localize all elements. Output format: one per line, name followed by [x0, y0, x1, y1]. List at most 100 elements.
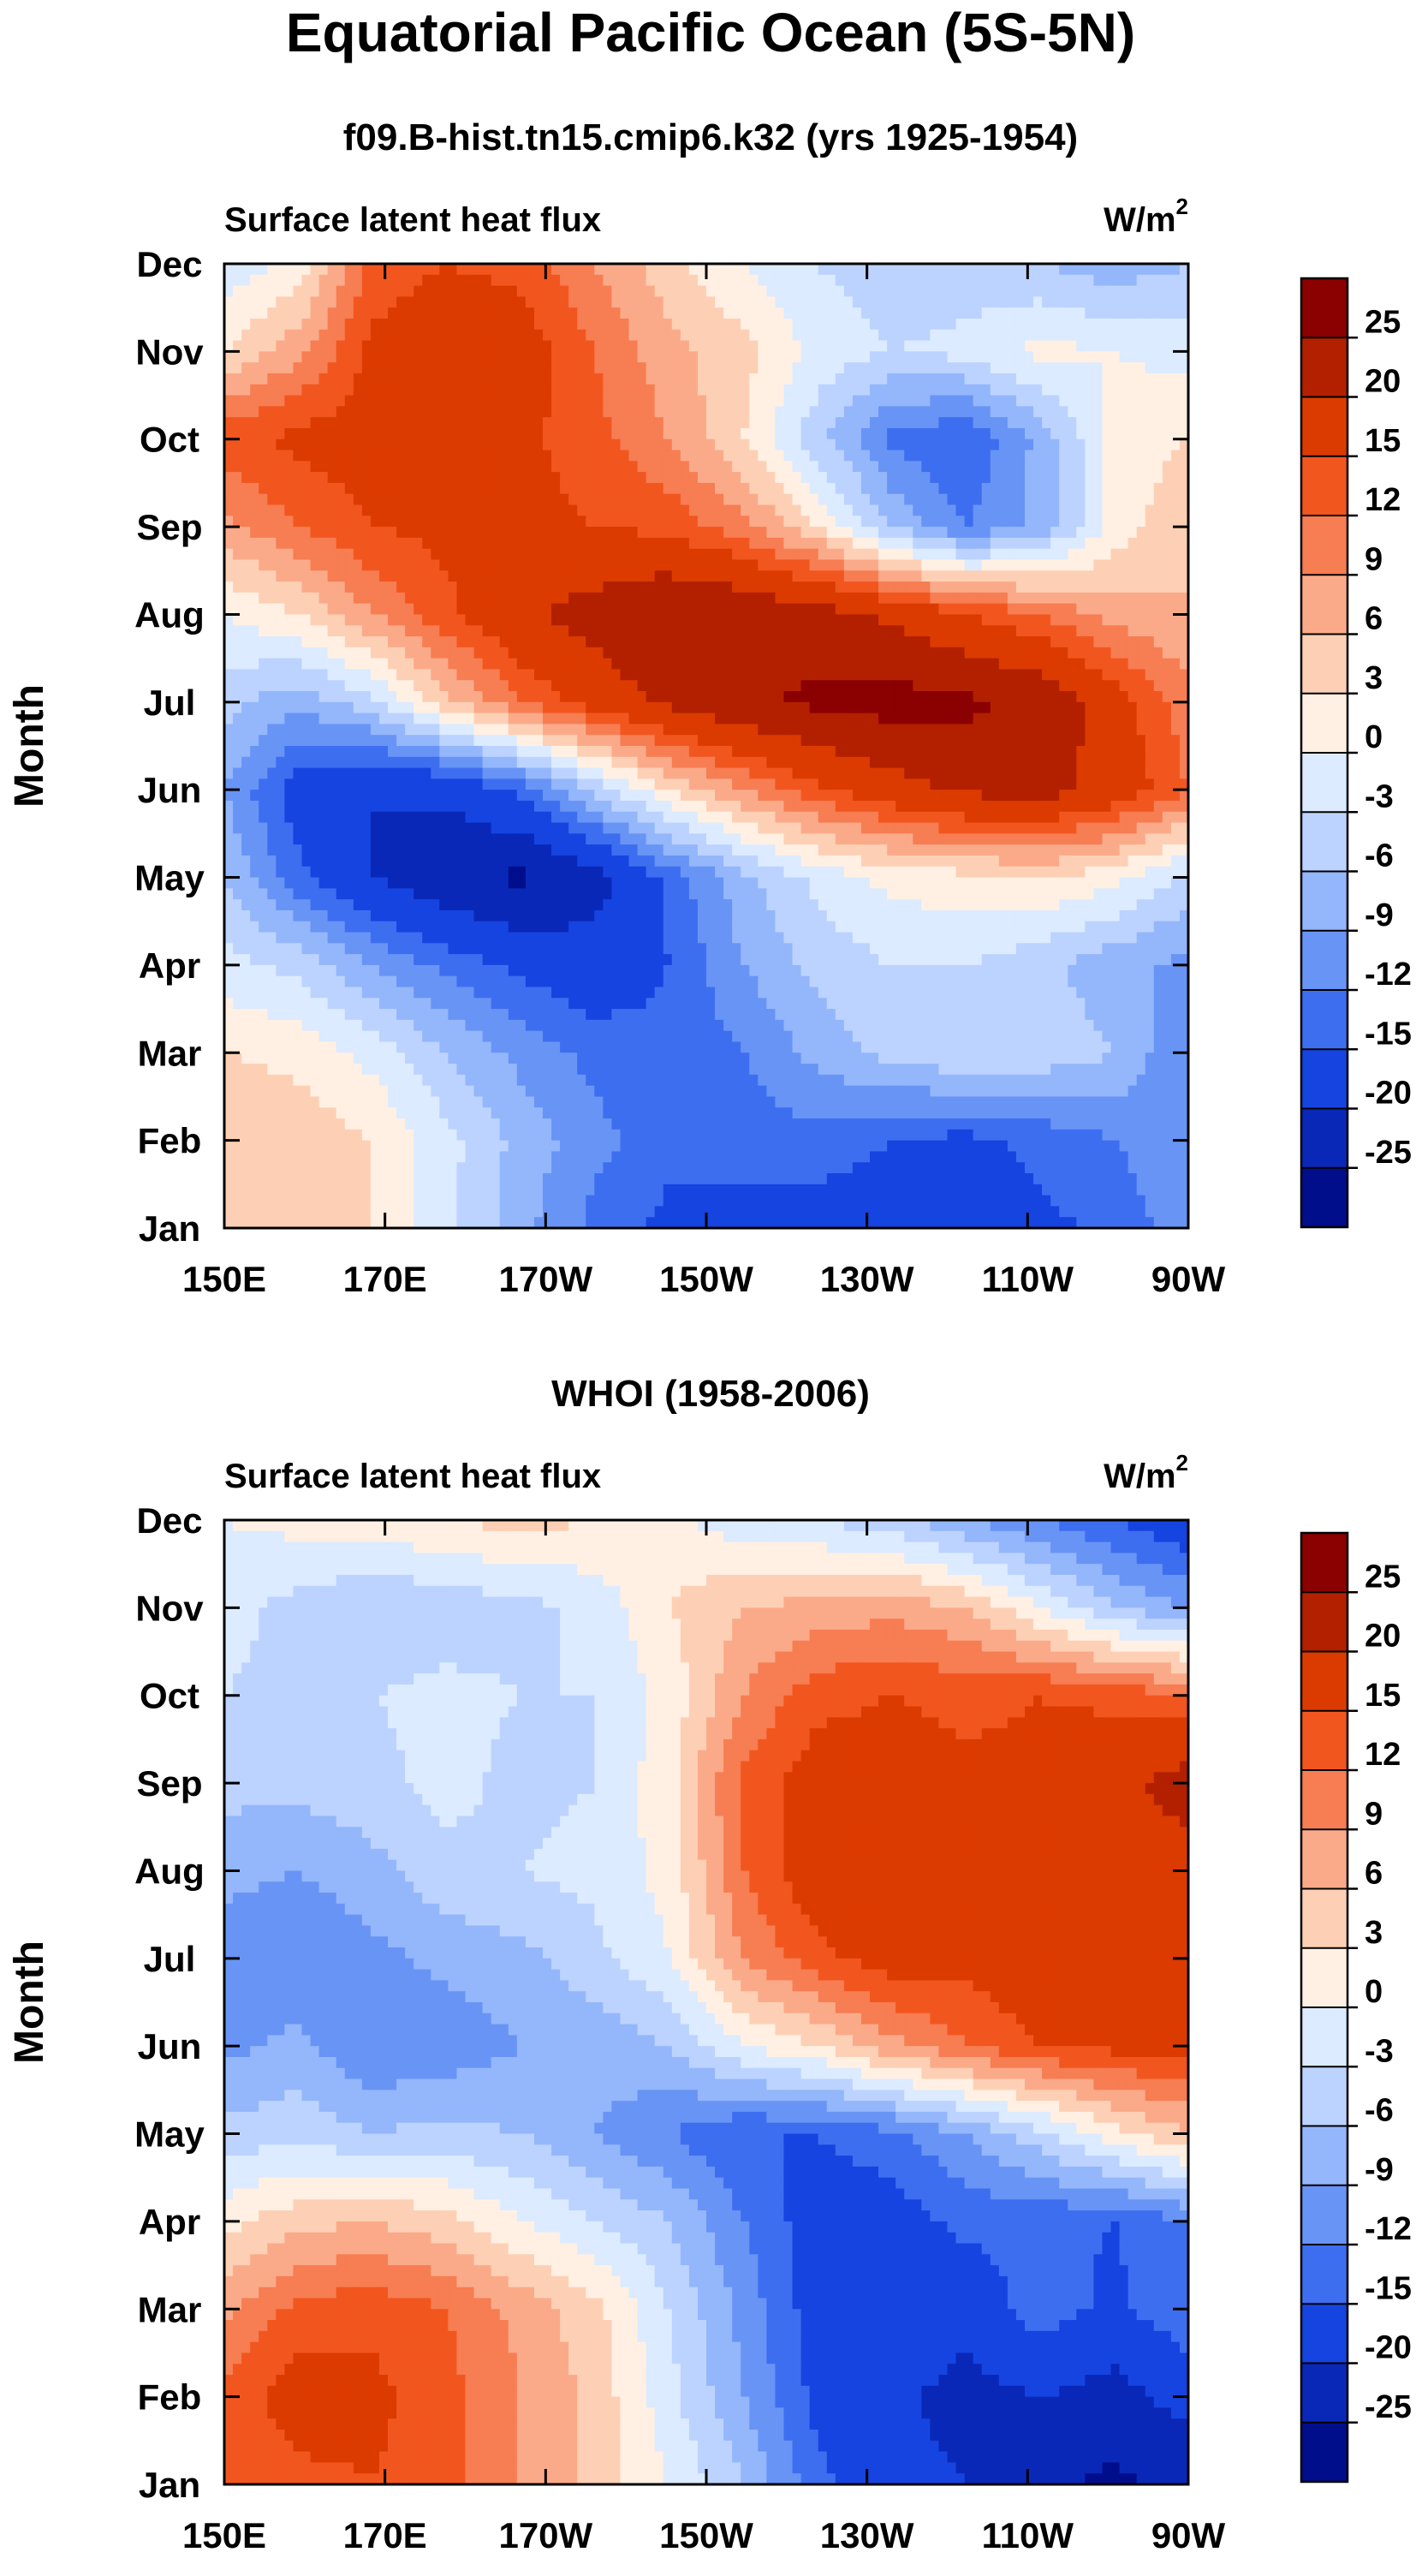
heatmap-cell: [1042, 461, 1051, 473]
heatmap-cell: [1136, 680, 1146, 692]
heatmap-cell: [370, 691, 380, 703]
heatmap-cell: [491, 329, 501, 342]
heatmap-cell: [990, 417, 1000, 429]
heatmap-cell: [732, 450, 742, 462]
heatmap-cell: [1068, 581, 1078, 593]
heatmap-cell: [1059, 395, 1069, 408]
heatmap-cell: [697, 438, 707, 451]
heatmap-cell: [431, 658, 441, 671]
heatmap-cell: [241, 395, 251, 408]
heatmap-cell: [715, 527, 724, 539]
heatmap-cell: [259, 658, 269, 671]
heatmap-cell: [688, 438, 699, 451]
heatmap-cell: [938, 570, 949, 582]
heatmap-cell: [663, 318, 673, 331]
heatmap-cell: [551, 296, 561, 308]
heatmap-cell: [276, 713, 286, 725]
heatmap-cell: [344, 504, 354, 517]
heatmap-cell: [800, 537, 811, 550]
heatmap-cell: [860, 691, 871, 703]
heatmap-cell: [396, 625, 406, 637]
heatmap-cell: [551, 592, 561, 605]
heatmap-cell: [637, 735, 647, 747]
heatmap-cell: [233, 427, 242, 440]
heatmap-cell: [250, 384, 260, 397]
heatmap-cell: [1179, 658, 1188, 671]
heatmap-cell: [224, 724, 234, 736]
heatmap-cell: [560, 570, 569, 582]
heatmap-cell: [654, 658, 664, 671]
heatmap-cell: [344, 680, 354, 692]
heatmap-cell: [723, 472, 733, 484]
heatmap-cell: [870, 559, 879, 572]
heatmap-cell: [800, 548, 811, 561]
heatmap-cell: [250, 669, 260, 682]
heatmap-cell: [1153, 417, 1163, 429]
heatmap-cell: [551, 516, 561, 528]
heatmap-cell: [775, 614, 785, 627]
heatmap-cell: [887, 592, 896, 605]
heatmap-cell: [697, 427, 707, 440]
heatmap-cell: [318, 406, 329, 418]
heatmap-cell: [259, 406, 269, 418]
heatmap-cell: [370, 482, 380, 495]
heatmap-cell: [250, 647, 260, 659]
heatmap-cell: [516, 482, 527, 495]
heatmap-cell: [1059, 362, 1069, 374]
heatmap-cell: [654, 296, 664, 308]
heatmap-cell: [1015, 625, 1026, 637]
heatmap-cell: [870, 472, 879, 484]
heatmap-cell: [344, 735, 354, 747]
heatmap-cell: [1093, 427, 1104, 440]
heatmap-cell: [1110, 438, 1121, 451]
heatmap-cell: [1085, 614, 1095, 627]
heatmap-cell: [439, 307, 449, 319]
heatmap-cell: [327, 373, 337, 385]
heatmap-cell: [783, 482, 794, 495]
heatmap-cell: [456, 296, 467, 308]
heatmap-cell: [706, 351, 716, 363]
heatmap-cell: [697, 701, 707, 714]
heatmap-cell: [706, 427, 716, 440]
heatmap-cell: [233, 680, 242, 692]
heatmap-cell: [671, 351, 681, 363]
heatmap-cell: [533, 274, 544, 287]
heatmap-cell: [361, 669, 372, 682]
heatmap-cell: [344, 636, 354, 648]
heatmap-cell: [1093, 548, 1104, 561]
heatmap-cell: [224, 417, 234, 429]
heatmap-cell: [594, 406, 604, 418]
heatmap-cell: [732, 516, 742, 528]
heatmap-cell: [835, 570, 845, 582]
heatmap-cell: [1136, 450, 1146, 462]
heatmap-cell: [396, 570, 406, 582]
heatmap-cell: [1085, 504, 1095, 517]
heatmap-cell: [344, 285, 354, 298]
heatmap-cell: [301, 658, 312, 671]
heatmap-cell: [860, 417, 871, 429]
heatmap-cell: [895, 384, 906, 397]
heatmap-cell: [491, 581, 501, 593]
heatmap-cell: [336, 537, 346, 550]
heatmap-cell: [637, 384, 647, 397]
heatmap-cell: [577, 559, 587, 572]
heatmap-cell: [1179, 592, 1188, 605]
heatmap-cell: [568, 504, 578, 517]
heatmap-cell: [938, 472, 949, 484]
heatmap-cell: [405, 669, 414, 682]
heatmap-cell: [551, 472, 561, 484]
heatmap-cell: [671, 713, 681, 725]
heatmap-cell: [310, 592, 320, 605]
heatmap-cell: [1162, 493, 1172, 506]
heatmap-cell: [809, 603, 819, 616]
heatmap-cell: [904, 450, 914, 462]
heatmap-cell: [465, 264, 475, 276]
heatmap-cell: [353, 296, 363, 308]
heatmap-cell: [310, 438, 320, 451]
heatmap-cell: [1085, 264, 1095, 276]
heatmap-cell: [508, 746, 518, 758]
heatmap-cell: [732, 658, 742, 671]
heatmap-cell: [809, 264, 819, 276]
heatmap-cell: [671, 625, 681, 637]
heatmap-cell: [405, 318, 414, 331]
